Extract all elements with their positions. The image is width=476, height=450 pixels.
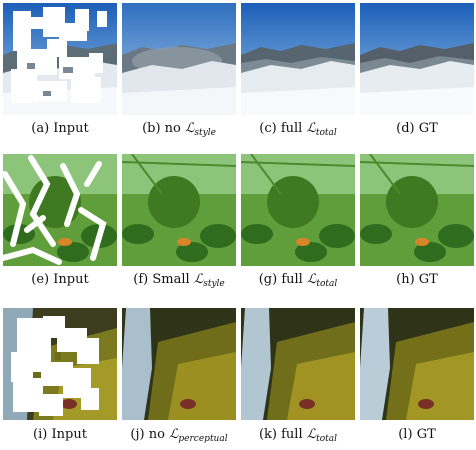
image-h-gt-fruit	[360, 154, 474, 266]
caption-i: (i) Input	[33, 427, 87, 442]
image-l-gt-waterfall	[360, 308, 474, 420]
caption-d: (d) GT	[396, 121, 438, 136]
caption-g: (g) full ℒtotal	[258, 272, 338, 289]
image-j-no-perceptual-waterfall	[122, 308, 236, 420]
caption-c: (c) full ℒtotal	[259, 121, 337, 138]
image-a-input-mountain	[3, 3, 117, 115]
image-g-full-total-fruit	[241, 154, 355, 266]
image-e-input-fruit	[3, 154, 117, 266]
caption-b: (b) no ℒstyle	[142, 121, 216, 138]
image-d-gt-mountain	[360, 3, 474, 115]
caption-a: (a) Input	[31, 121, 89, 136]
image-f-small-style-fruit	[122, 154, 236, 266]
image-c-full-total-mountain	[241, 3, 355, 115]
image-k-full-total-waterfall	[241, 308, 355, 420]
image-b-no-style-mountain	[122, 3, 236, 115]
caption-e: (e) Input	[31, 272, 89, 287]
caption-h: (h) GT	[396, 272, 438, 287]
caption-f: (f) Small ℒstyle	[133, 272, 225, 289]
caption-l: (l) GT	[398, 427, 436, 442]
image-i-input-waterfall	[3, 308, 117, 420]
caption-k: (k) full ℒtotal	[258, 427, 338, 444]
caption-j: (j) no ℒperceptual	[130, 427, 228, 444]
